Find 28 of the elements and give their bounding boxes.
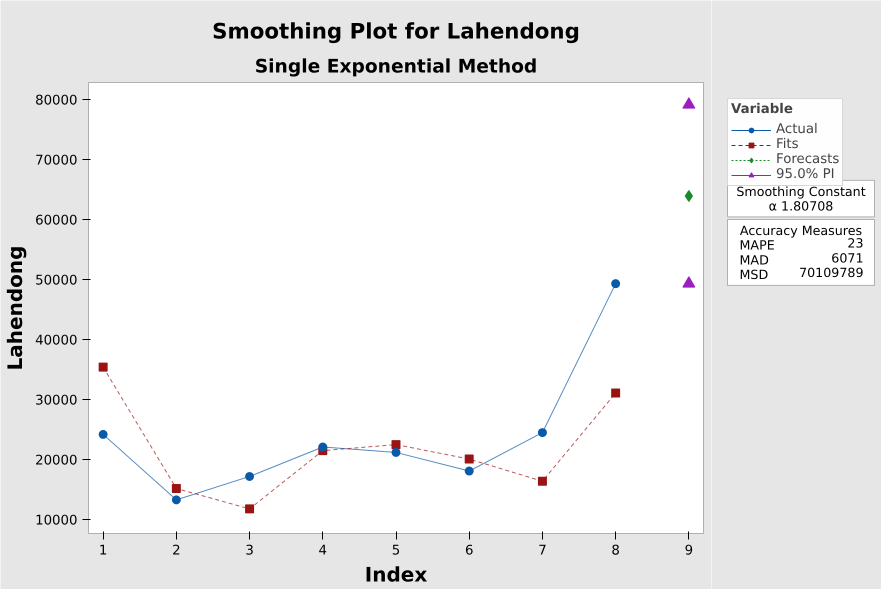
x-tick-label: 2: [172, 544, 181, 558]
legend-label: Forecasts: [776, 152, 840, 167]
legend-label: Fits: [776, 137, 799, 152]
y-tick-label: 20000: [35, 454, 78, 469]
y-tick-label: 40000: [35, 334, 78, 349]
legend-label: 95.0% PI: [776, 167, 835, 182]
chart-title: Smoothing Plot for Lahendong: [212, 20, 580, 44]
text: Smoothing Constant α 1.80708: [736, 184, 866, 214]
x-axis-title: Index: [364, 562, 428, 586]
x-tick-label: 9: [684, 544, 694, 558]
x-tick-label: 5: [392, 544, 400, 558]
x-tick-label: 3: [245, 544, 254, 558]
y-tick-label: 50000: [35, 273, 78, 288]
chart-subtitle: Single Exponential Method: [254, 56, 538, 78]
x-tick-label: 7: [538, 544, 547, 558]
y-tick-label: 60000: [35, 213, 78, 228]
text: Accuracy Measures MAPE 23 MAD 6071 MSD 70109789: [740, 223, 864, 282]
y-axis-title: Lahendong: [3, 246, 28, 370]
x-tick-label: 6: [464, 544, 474, 558]
x-tick-label: 4: [318, 544, 328, 558]
y-tick-label: 30000: [35, 394, 78, 409]
x-tick-label: 1: [98, 544, 108, 558]
y-tick-label: 80000: [35, 93, 78, 108]
y-tick-label: 10000: [35, 514, 78, 529]
y-tick-label: 70000: [35, 153, 78, 168]
legend-label: Actual: [776, 122, 818, 137]
x-tick-label: 8: [611, 544, 620, 558]
legend-title: Variable: [731, 102, 794, 117]
